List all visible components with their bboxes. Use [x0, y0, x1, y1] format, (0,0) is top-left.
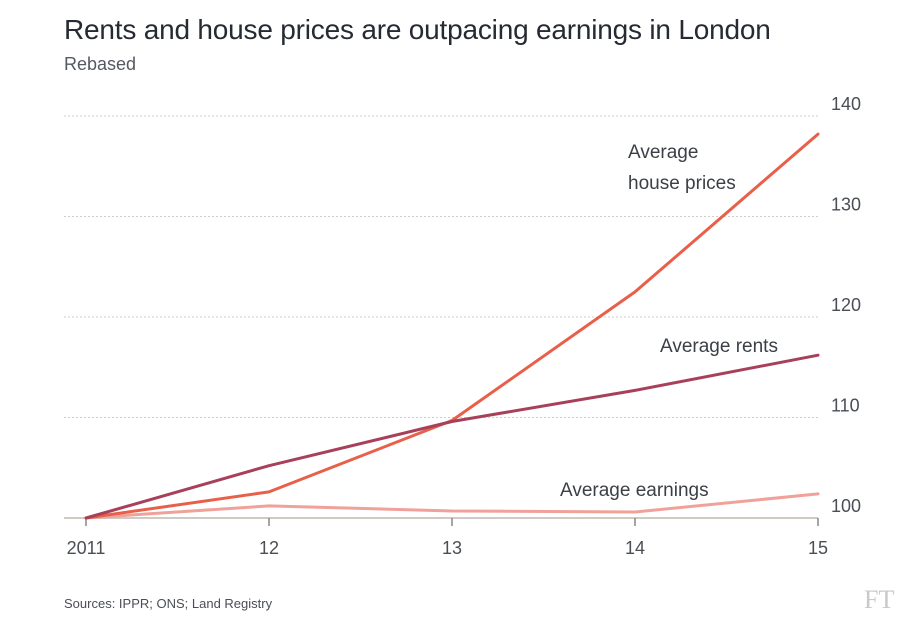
x-axis: 2011 12 13 14 15: [64, 517, 828, 558]
y-tick-label-100: 100: [831, 496, 861, 516]
series-label-average-rents: Average rents: [660, 336, 778, 357]
x-tick-label-14: 14: [625, 538, 645, 558]
series-lines: [84, 132, 820, 520]
chart-title: Rents and house prices are outpacing ear…: [64, 14, 771, 45]
x-tick-label-12: 12: [259, 538, 279, 558]
gridlines: [64, 115, 818, 418]
y-axis-tick-labels: 100 110 120 130 140: [831, 94, 861, 516]
series-label-average-house-prices: Average house prices: [628, 142, 736, 194]
y-tick-label-120: 120: [831, 295, 861, 315]
series-line-average-earnings: [84, 492, 820, 520]
series-line-average-rents: [84, 353, 820, 520]
chart-subtitle: Rebased: [64, 54, 137, 74]
x-tick-label-2011: 2011: [67, 538, 106, 558]
ft-logo: FT: [864, 585, 895, 614]
series-labels: Average house prices Average rents Average …: [560, 142, 778, 501]
x-tick-label-15: 15: [808, 538, 828, 558]
x-tick-label-13: 13: [442, 538, 462, 558]
y-tick-label-140: 140: [831, 94, 861, 114]
y-tick-label-110: 110: [831, 396, 860, 416]
y-tick-label-130: 130: [831, 195, 861, 215]
series-label-average-earnings: Average earnings: [560, 480, 709, 501]
source-note: Sources: IPPR; ONS; Land Registry: [64, 596, 273, 611]
